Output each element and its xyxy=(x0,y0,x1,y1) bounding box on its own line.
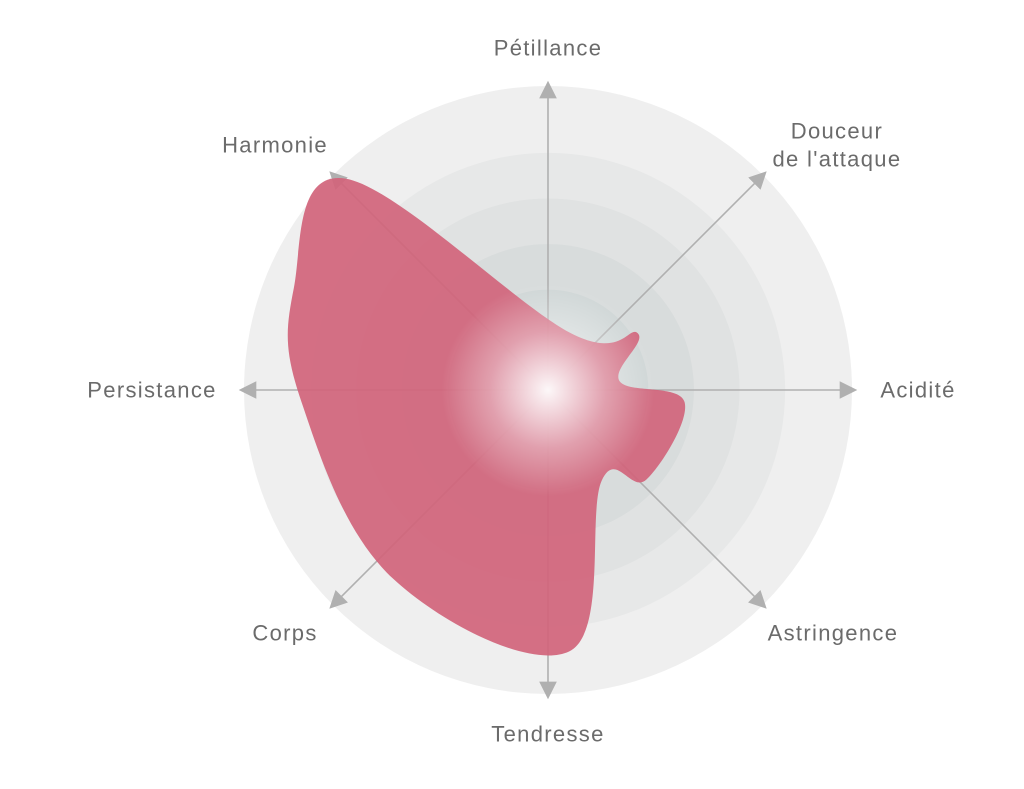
radar-svg xyxy=(0,0,1024,789)
radar-chart: PétillanceDouceur de l'attaqueAciditéAst… xyxy=(0,0,1024,789)
